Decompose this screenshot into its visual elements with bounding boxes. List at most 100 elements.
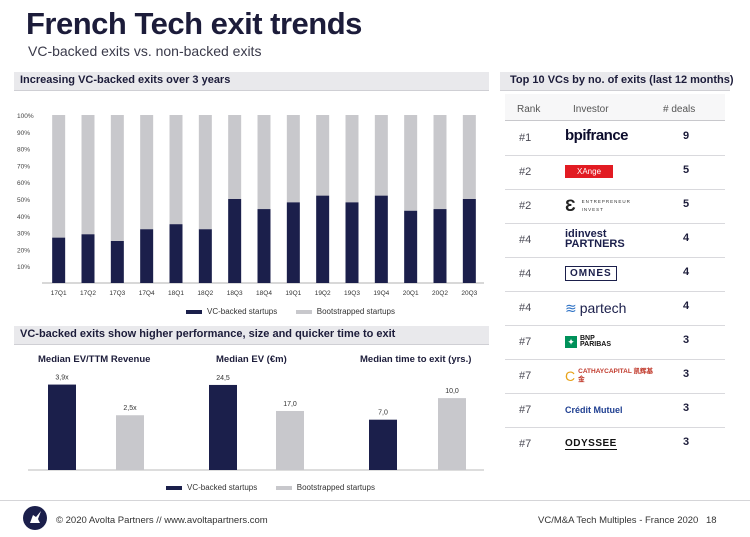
vc-header-rank: Rank xyxy=(517,104,541,115)
x-tick-label: 19Q3 xyxy=(344,290,360,297)
bar-bootstrapped xyxy=(404,115,418,211)
cathay-capital-logo: C CATHAYCAPITAL 凯辉基金 xyxy=(565,365,665,387)
bnp-star-icon: ✦ xyxy=(565,336,577,348)
vc-row: #7 ✦ BNP PARIBAS 3 xyxy=(505,325,725,360)
vc-deals: 4 xyxy=(682,266,690,278)
omnes-logo: OMNES xyxy=(565,263,665,285)
legend-label-vc: VC-backed startups xyxy=(207,307,278,316)
data-label: 3,9x xyxy=(55,375,69,382)
page-subtitle: VC-backed exits vs. non-backed exits xyxy=(28,43,262,59)
vc-deals: 4 xyxy=(682,232,690,244)
vc-row: #4 OMNES 4 xyxy=(505,257,725,292)
bnp-paribas-logo: ✦ BNP PARIBAS xyxy=(565,331,665,353)
bar-vc-backed xyxy=(198,229,212,283)
vc-rank: #2 xyxy=(519,200,532,212)
y-tick-label: 40% xyxy=(17,214,30,221)
perf-legend-label-vc: VC-backed startups xyxy=(187,483,258,492)
y-tick-label: 100% xyxy=(17,113,34,120)
bar-bootstrapped xyxy=(52,115,66,238)
top-vcs-title: Top 10 VCs by no. of exits (last 12 mont… xyxy=(510,74,734,86)
data-label: 24,5 xyxy=(216,375,230,382)
vc-row: #7 ODYSSEE 3 xyxy=(505,427,725,461)
vc-investor-name: bpifrance xyxy=(565,127,629,144)
bar-vc-backed xyxy=(374,195,388,283)
y-tick-label: 90% xyxy=(17,130,30,137)
xange-logo: XAnge xyxy=(565,161,665,183)
bpifrance-logo: bpifrance xyxy=(565,127,665,149)
bar-bootstrapped xyxy=(462,115,476,199)
vc-rank: #2 xyxy=(519,166,532,178)
bar-vc-backed xyxy=(140,229,154,283)
vc-investor-name: Crédit Mutuel xyxy=(565,405,623,415)
vc-rank: #4 xyxy=(519,302,532,314)
vc-investor-name: ODYSSEE xyxy=(565,438,617,450)
vc-row: #1 bpifrance 9 xyxy=(505,121,725,156)
x-tick-label: 18Q2 xyxy=(197,290,213,297)
vc-header-deals: # deals xyxy=(663,104,696,115)
legend-label-bootstrapped: Bootstrapped startups xyxy=(316,307,396,316)
bar-vc-backed xyxy=(257,209,271,283)
vc-header-investor: Investor xyxy=(573,104,609,115)
data-label: 10,0 xyxy=(445,388,459,395)
bar-bootstrapped xyxy=(438,398,466,470)
vc-investor-name: BNP PARIBAS xyxy=(580,335,611,348)
vc-row: #2 XAnge 5 xyxy=(505,155,725,190)
vc-row: #2 Ɛ ENTREPRENEUR INVEST 5 xyxy=(505,189,725,224)
legend-swatch-vc xyxy=(186,309,202,314)
credit-mutuel-logo: Crédit Mutuel xyxy=(565,399,665,421)
vc-investor-name: idinvest PARTNERS xyxy=(565,228,625,250)
y-tick-label: 80% xyxy=(17,147,30,154)
y-tick-label: 20% xyxy=(17,247,30,254)
vc-rank: #4 xyxy=(519,268,532,280)
x-tick-label: 20Q3 xyxy=(461,290,477,297)
y-tick-label: 70% xyxy=(17,163,30,170)
bar-bootstrapped xyxy=(374,115,388,196)
cathay-mark-icon: C xyxy=(565,368,576,384)
vc-deals: 5 xyxy=(682,198,690,210)
bar-bootstrapped xyxy=(140,115,154,230)
bar-vc-backed xyxy=(81,234,95,283)
main-stacked-chart: 100% 90% 80% 70% 60% 50% 40% 30% 20% 10% 17Q1 17Q2 1… xyxy=(17,113,484,297)
bar-bootstrapped xyxy=(286,115,300,203)
bar-bootstrapped xyxy=(276,410,304,470)
odyssee-logo: ODYSSEE xyxy=(565,433,665,455)
main-chart-header xyxy=(14,72,489,91)
vc-deals: 4 xyxy=(682,300,690,312)
bar-bootstrapped xyxy=(81,115,95,235)
time-to-exit-title: Median time to exit (yrs.) xyxy=(360,354,472,365)
bar-vc-backed xyxy=(286,202,300,283)
main-chart-legend: VC-backed startups Bootstrapped startups xyxy=(186,307,395,316)
vc-deals: 5 xyxy=(682,164,690,176)
bar-vc-backed xyxy=(169,224,183,283)
performance-legend: VC-backed startups Bootstrapped startups xyxy=(166,483,375,492)
vc-investor-name: CATHAYCAPITAL 凯辉基金 xyxy=(578,368,653,383)
bar-bootstrapped xyxy=(433,115,447,210)
unicorn-logo-icon xyxy=(23,506,47,530)
bar-vc-backed xyxy=(52,237,66,283)
performance-charts: 3,9x 2,5x 24,5 17,0 7,0 10,0 xyxy=(28,375,484,471)
bar-vc-backed xyxy=(110,241,124,283)
vc-rank: #1 xyxy=(519,132,532,144)
bar-vc-backed xyxy=(209,384,237,470)
vc-deals: 3 xyxy=(682,334,690,346)
footer-divider xyxy=(0,500,750,501)
y-tick-label: 30% xyxy=(17,231,30,238)
bar-vc-backed xyxy=(433,209,447,283)
data-label: 17,0 xyxy=(283,401,297,408)
bar-vc-backed xyxy=(48,384,76,470)
top-vcs-header xyxy=(500,72,730,91)
x-tick-label: 19Q4 xyxy=(373,290,389,297)
entrepreneur-invest-logo: Ɛ ENTREPRENEUR INVEST xyxy=(565,195,665,217)
bar-vc-backed xyxy=(369,419,397,470)
perf-legend-swatch-vc xyxy=(166,485,182,490)
vc-rank: #7 xyxy=(519,404,532,416)
x-tick-label: 17Q3 xyxy=(109,290,125,297)
vc-row: #4 ≋ partech 4 xyxy=(505,291,725,326)
entrepreneur-invest-mark-icon: Ɛ xyxy=(565,196,576,215)
bar-bootstrapped xyxy=(345,115,359,203)
bar-bootstrapped xyxy=(198,115,212,230)
x-tick-label: 20Q1 xyxy=(403,290,419,297)
y-tick-label: 50% xyxy=(17,197,30,204)
bar-bootstrapped xyxy=(169,115,183,225)
bar-bootstrapped xyxy=(116,415,144,470)
